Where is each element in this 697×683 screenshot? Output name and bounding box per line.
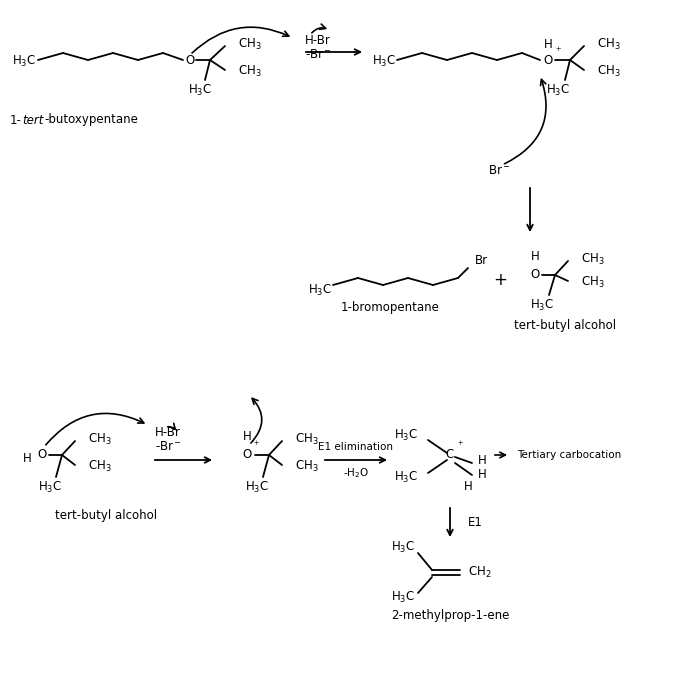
Text: H$_3$C: H$_3$C bbox=[391, 540, 415, 555]
Text: H$_3$C: H$_3$C bbox=[188, 83, 212, 98]
Text: H$_3$C: H$_3$C bbox=[530, 298, 554, 313]
Text: H$_3$C: H$_3$C bbox=[308, 283, 332, 298]
Text: -butoxypentane: -butoxypentane bbox=[44, 113, 138, 126]
Text: E1: E1 bbox=[468, 516, 483, 529]
Text: 2-methylprop-1-ene: 2-methylprop-1-ene bbox=[391, 609, 510, 622]
Text: CH$_3$: CH$_3$ bbox=[238, 64, 261, 79]
Text: -Br$^-$: -Br$^-$ bbox=[305, 48, 332, 61]
Text: CH$_3$: CH$_3$ bbox=[238, 36, 261, 51]
Text: H: H bbox=[464, 481, 473, 494]
Text: H$_3$C: H$_3$C bbox=[394, 428, 418, 443]
Text: H$_3$C: H$_3$C bbox=[245, 479, 269, 494]
Text: H: H bbox=[530, 251, 539, 264]
Text: CH$_2$: CH$_2$ bbox=[468, 564, 491, 580]
Text: O: O bbox=[544, 53, 553, 66]
Text: O: O bbox=[185, 53, 194, 66]
Text: H: H bbox=[23, 451, 32, 464]
Text: O: O bbox=[243, 449, 252, 462]
Text: H$_3$C: H$_3$C bbox=[12, 53, 36, 68]
Text: +: + bbox=[493, 271, 507, 289]
Text: $^+$: $^+$ bbox=[252, 440, 260, 450]
Text: 1-bromopentane: 1-bromopentane bbox=[341, 301, 439, 313]
Text: Br: Br bbox=[475, 253, 488, 266]
Text: 1-: 1- bbox=[10, 113, 22, 126]
Text: O: O bbox=[38, 449, 47, 462]
Text: $^+$: $^+$ bbox=[554, 46, 562, 56]
Text: H: H bbox=[544, 38, 553, 51]
Text: Br$^-$: Br$^-$ bbox=[488, 163, 511, 176]
Text: tert-butyl alcohol: tert-butyl alcohol bbox=[514, 318, 616, 331]
Text: CH$_3$: CH$_3$ bbox=[597, 64, 621, 79]
Text: $^+$: $^+$ bbox=[456, 440, 464, 450]
Text: H: H bbox=[478, 454, 487, 467]
Text: tert-butyl alcohol: tert-butyl alcohol bbox=[55, 509, 157, 522]
Text: CH$_3$: CH$_3$ bbox=[581, 275, 605, 290]
Text: -H$_2$O: -H$_2$O bbox=[343, 466, 369, 480]
Text: H$_3$C: H$_3$C bbox=[38, 479, 62, 494]
Text: H: H bbox=[243, 430, 252, 443]
Text: CH$_3$: CH$_3$ bbox=[295, 458, 319, 473]
Text: H$_3$C: H$_3$C bbox=[394, 469, 418, 484]
Text: H$_3$C: H$_3$C bbox=[391, 589, 415, 604]
Text: tert: tert bbox=[22, 113, 43, 126]
Text: H-Br: H-Br bbox=[305, 33, 331, 46]
Text: CH$_3$: CH$_3$ bbox=[88, 458, 112, 473]
Text: C: C bbox=[446, 449, 454, 462]
Text: H-Br: H-Br bbox=[155, 426, 181, 439]
Text: H$_3$C: H$_3$C bbox=[546, 83, 570, 98]
Text: Tertiary carbocation: Tertiary carbocation bbox=[517, 450, 621, 460]
Text: -Br$^-$: -Br$^-$ bbox=[155, 441, 182, 454]
Text: CH$_3$: CH$_3$ bbox=[581, 251, 605, 266]
Text: H$_3$C: H$_3$C bbox=[372, 53, 396, 68]
Text: O: O bbox=[530, 268, 539, 281]
Text: CH$_3$: CH$_3$ bbox=[295, 432, 319, 447]
Text: CH$_3$: CH$_3$ bbox=[88, 432, 112, 447]
Text: H: H bbox=[478, 469, 487, 482]
Text: CH$_3$: CH$_3$ bbox=[597, 36, 621, 51]
Text: E1 elimination: E1 elimination bbox=[319, 442, 394, 452]
